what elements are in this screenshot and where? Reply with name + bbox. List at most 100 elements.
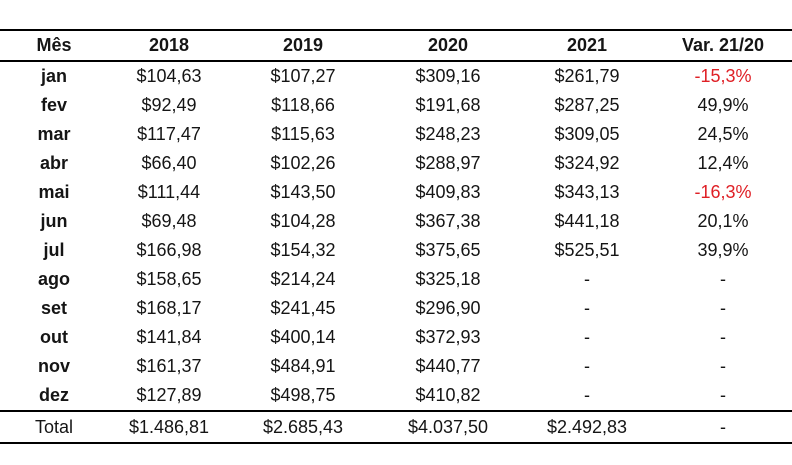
table-row: jan $104,63 $107,27 $309,16 $261,79 -15,3% — [0, 61, 792, 91]
table-row: mai $111,44 $143,50 $409,83 $343,13 -16,3% — [0, 178, 792, 207]
variation-cell: - — [720, 298, 726, 318]
table-row: nov $161,37 $484,91 $440,77 - - — [0, 352, 792, 381]
value-cell: $127,89 — [136, 385, 202, 405]
value-cell: $241,45 — [270, 298, 336, 318]
table-row: ago $158,65 $214,24 $325,18 - - — [0, 265, 792, 294]
value-cell: $111,44 — [137, 182, 201, 202]
table-row: fev $92,49 $118,66 $191,68 $287,25 49,9% — [0, 91, 792, 120]
value-cell: $166,98 — [136, 240, 202, 260]
month-cell: out — [40, 327, 68, 347]
variation-cell: 20,1% — [697, 211, 749, 231]
value-cell: $141,84 — [136, 327, 202, 347]
variation-cell: -16,3% — [694, 182, 752, 202]
value-cell: - — [584, 269, 590, 289]
variation-cell: 12,4% — [697, 153, 749, 173]
variation-cell: 39,9% — [697, 240, 749, 260]
value-cell: $343,13 — [554, 182, 620, 202]
value-cell: $296,90 — [415, 298, 481, 318]
total-label: Total — [0, 410, 108, 444]
variation-cell: 49,9% — [697, 95, 749, 115]
value-cell: $324,92 — [554, 153, 620, 173]
month-cell: abr — [39, 153, 68, 173]
value-cell: $161,37 — [136, 356, 202, 376]
value-cell: $372,93 — [415, 327, 481, 347]
month-cell: nov — [37, 356, 70, 376]
value-cell: $117,47 — [137, 124, 201, 144]
header-2019: 2019 — [230, 29, 376, 62]
value-cell: $440,77 — [415, 356, 481, 376]
value-cell: $261,79 — [554, 66, 620, 86]
variation-cell: - — [720, 385, 726, 405]
value-cell: $441,18 — [554, 211, 620, 231]
variation-cell: - — [720, 356, 726, 376]
header-mes: Mês — [0, 29, 108, 62]
total-2021: $2.492,83 — [520, 410, 654, 444]
total-2018: $1.486,81 — [108, 410, 230, 444]
value-cell: $92,49 — [141, 95, 197, 115]
table-row: set $168,17 $241,45 $296,90 - - — [0, 294, 792, 323]
month-cell: dez — [38, 385, 69, 405]
total-var: - — [654, 410, 792, 444]
value-cell: $525,51 — [554, 240, 620, 260]
value-cell: $287,25 — [554, 95, 620, 115]
total-row: Total $1.486,81 $2.685,43 $4.037,50 $2.4… — [0, 410, 792, 444]
month-cell: jun — [40, 211, 68, 231]
value-cell: - — [584, 327, 590, 347]
value-cell: - — [584, 298, 590, 318]
value-cell: $498,75 — [270, 385, 336, 405]
total-2019: $2.685,43 — [230, 410, 376, 444]
value-cell: $409,83 — [415, 182, 481, 202]
header-2018: 2018 — [108, 29, 230, 62]
value-cell: $191,68 — [415, 95, 481, 115]
value-cell: $154,32 — [270, 240, 336, 260]
table-row: mar $117,47 $115,63 $248,23 $309,05 24,5% — [0, 120, 792, 149]
table-row: abr $66,40 $102,26 $288,97 $324,92 12,4% — [0, 149, 792, 178]
variation-cell: - — [720, 269, 726, 289]
month-cell: set — [40, 298, 67, 318]
table-row: jun $69,48 $104,28 $367,38 $441,18 20,1% — [0, 207, 792, 236]
value-cell: $410,82 — [415, 385, 481, 405]
value-cell: $115,63 — [271, 124, 335, 144]
variation-cell: 24,5% — [697, 124, 749, 144]
value-cell: $104,28 — [270, 211, 336, 231]
value-cell: - — [584, 356, 590, 376]
table-row: jul $166,98 $154,32 $375,65 $525,51 39,9% — [0, 236, 792, 265]
header-row: Mês 2018 2019 2020 2021 Var. 21/20 — [0, 29, 792, 62]
value-cell: $309,05 — [554, 124, 620, 144]
month-cell: ago — [37, 269, 70, 289]
table-row: out $141,84 $400,14 $372,93 - - — [0, 323, 792, 352]
value-cell: $367,38 — [415, 211, 481, 231]
value-cell: $66,40 — [141, 153, 197, 173]
variation-cell: -15,3% — [694, 66, 752, 86]
value-cell: $102,26 — [270, 153, 336, 173]
value-cell: $107,27 — [270, 66, 336, 86]
value-cell: $214,24 — [270, 269, 336, 289]
header-var-21-20: Var. 21/20 — [654, 29, 792, 62]
value-cell: $118,66 — [271, 95, 335, 115]
value-cell: $158,65 — [136, 269, 202, 289]
month-cell: mai — [38, 182, 70, 202]
total-2020: $4.037,50 — [376, 410, 520, 444]
value-cell: $400,14 — [270, 327, 336, 347]
value-cell: $143,50 — [270, 182, 336, 202]
value-cell: $484,91 — [270, 356, 336, 376]
value-cell: $69,48 — [141, 211, 197, 231]
header-2020: 2020 — [376, 29, 520, 62]
table-row: dez $127,89 $498,75 $410,82 - - — [0, 381, 792, 411]
value-cell: $325,18 — [415, 269, 481, 289]
value-cell: $104,63 — [136, 66, 202, 86]
value-cell: $309,16 — [415, 66, 481, 86]
table-body: jan $104,63 $107,27 $309,16 $261,79 -15,3% fev… — [0, 61, 792, 411]
value-cell: - — [584, 385, 590, 405]
month-cell: jul — [43, 240, 65, 260]
value-cell: $168,17 — [136, 298, 202, 318]
value-cell: $288,97 — [415, 153, 481, 173]
month-cell: fev — [40, 95, 67, 115]
value-cell: $375,65 — [415, 240, 481, 260]
value-cell: $248,23 — [415, 124, 481, 144]
variation-cell: - — [720, 327, 726, 347]
header-2021: 2021 — [520, 29, 654, 62]
monthly-values-table: Mês 2018 2019 2020 2021 Var. 21/20 jan $1… — [0, 29, 792, 444]
month-cell: jan — [40, 66, 67, 86]
